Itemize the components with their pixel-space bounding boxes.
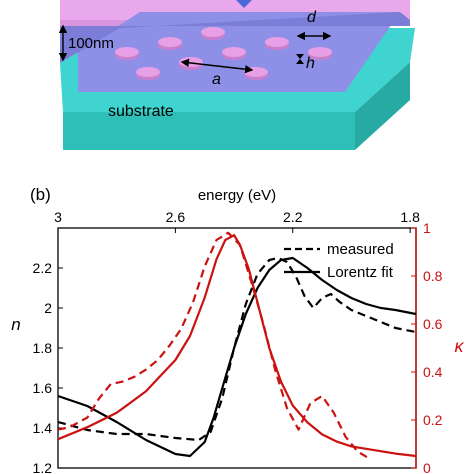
nano-disk xyxy=(222,47,246,60)
legend-label-measured: measured xyxy=(327,241,394,258)
top-tick-label: 2.6 xyxy=(166,209,186,225)
right-tick-label: 0.4 xyxy=(423,364,443,380)
substrate-side xyxy=(355,62,410,150)
thickness-label: 100nm xyxy=(68,35,114,52)
schematic-panel: 100nm d a h substrate xyxy=(58,0,415,150)
right-tick-label: 0.6 xyxy=(423,316,443,332)
series-line-measured xyxy=(58,256,416,442)
height-label: h xyxy=(306,55,315,72)
plot-area: 3 2.6 2.2 1.8 1.2 1.4 1.6 1.8 2 2.2 0 0.2 0.4 0.6 0.8 1 xyxy=(33,209,443,474)
right-tick-label: 0 xyxy=(423,460,431,474)
series-line--measured xyxy=(58,231,370,460)
nano-disk xyxy=(308,47,332,60)
left-axis-label: n xyxy=(11,315,20,334)
diameter-label: d xyxy=(307,9,317,26)
top-tick-label: 1.8 xyxy=(400,209,420,225)
height-marker-icon xyxy=(296,54,304,59)
disk-layer-front xyxy=(60,12,410,63)
nano-disk xyxy=(201,27,225,40)
right-axis-label: κ xyxy=(455,336,465,356)
marker-icon xyxy=(236,0,252,8)
legend: measured Lorentz fit xyxy=(284,241,394,281)
right-tick-label: 1 xyxy=(423,220,431,236)
left-tick-label: 1.4 xyxy=(33,420,53,436)
nano-disk xyxy=(115,47,139,60)
period-arrow xyxy=(180,58,254,74)
nano-disk xyxy=(136,67,160,80)
left-tick-label: 1.6 xyxy=(33,380,53,396)
chart-panel: (b) energy (eV) n κ 3 2.6 2.2 1.8 1.2 1.4 1.6 1… xyxy=(11,185,464,474)
top-axis-label: energy (eV) xyxy=(198,187,276,204)
right-tick-label: 0.8 xyxy=(423,268,443,284)
left-tick-label: 2 xyxy=(44,300,52,316)
legend-label-lorentz: Lorentz fit xyxy=(327,264,394,281)
top-tick-label: 2.2 xyxy=(283,209,303,225)
nano-disk xyxy=(265,37,289,50)
substrate-front xyxy=(63,112,355,150)
substrate-label: substrate xyxy=(108,103,174,120)
left-tick-label: 1.2 xyxy=(33,460,53,474)
panel-label: (b) xyxy=(30,185,51,204)
series-line--lorentz-fit xyxy=(58,234,416,458)
top-tick-label: 3 xyxy=(54,209,62,225)
left-tick-label: 1.8 xyxy=(33,340,53,356)
left-tick-label: 2.2 xyxy=(33,260,53,276)
right-tick-label: 0.2 xyxy=(423,412,443,428)
series-line-lorentz-fit xyxy=(58,256,416,458)
height-marker-icon-lower xyxy=(296,59,304,64)
nano-disk xyxy=(158,37,182,50)
period-label: a xyxy=(212,71,221,88)
